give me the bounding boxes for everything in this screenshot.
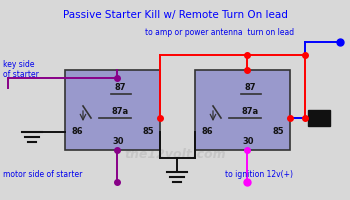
- Bar: [195, 70, 290, 150]
- Text: 87a: 87a: [242, 108, 259, 116]
- Text: 86: 86: [201, 128, 213, 136]
- Text: 87a: 87a: [112, 108, 129, 116]
- Text: motor side of starter: motor side of starter: [3, 170, 82, 179]
- Bar: [65, 70, 160, 150]
- Text: 87: 87: [245, 84, 256, 92]
- Text: the12volt.com: the12volt.com: [124, 148, 226, 162]
- Text: 87: 87: [115, 84, 126, 92]
- Text: 86: 86: [71, 128, 83, 136]
- Text: to amp or power antenna  turn on lead: to amp or power antenna turn on lead: [145, 28, 294, 37]
- Text: 30: 30: [113, 138, 124, 146]
- Text: 85: 85: [272, 128, 284, 136]
- Text: 30: 30: [243, 138, 254, 146]
- Text: Passive Starter Kill w/ Remote Turn On lead: Passive Starter Kill w/ Remote Turn On l…: [63, 10, 287, 20]
- Bar: [308, 110, 330, 126]
- Text: key side
of starter: key side of starter: [3, 60, 39, 79]
- Text: 85: 85: [142, 128, 154, 136]
- Text: to ignition 12v(+): to ignition 12v(+): [225, 170, 293, 179]
